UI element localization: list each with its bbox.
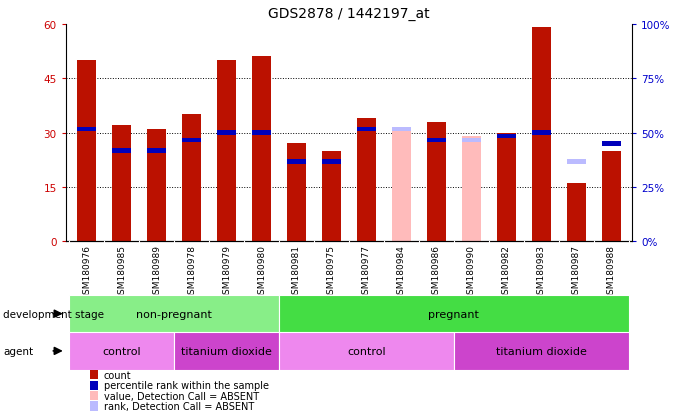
Text: control: control xyxy=(102,346,141,356)
Bar xyxy=(217,131,236,135)
Bar xyxy=(287,160,306,164)
Bar xyxy=(147,130,167,242)
Text: GSM180976: GSM180976 xyxy=(82,244,91,299)
Text: GSM180979: GSM180979 xyxy=(222,244,231,299)
Text: pregnant: pregnant xyxy=(428,309,480,319)
Bar xyxy=(357,128,376,132)
Bar xyxy=(567,184,586,242)
Text: value, Detection Call = ABSENT: value, Detection Call = ABSENT xyxy=(104,391,258,401)
Bar xyxy=(287,144,306,242)
Bar xyxy=(531,28,551,242)
Title: GDS2878 / 1442197_at: GDS2878 / 1442197_at xyxy=(268,7,430,21)
Text: titanium dioxide: titanium dioxide xyxy=(496,346,587,356)
Bar xyxy=(69,295,279,332)
Bar xyxy=(252,57,271,242)
Text: GSM180984: GSM180984 xyxy=(397,244,406,299)
Bar xyxy=(462,138,481,142)
Bar xyxy=(462,137,481,242)
Text: agent: agent xyxy=(3,346,34,356)
Bar xyxy=(357,119,376,242)
Bar xyxy=(279,295,629,332)
Text: non-pregnant: non-pregnant xyxy=(136,309,212,319)
Bar xyxy=(392,128,411,132)
Bar xyxy=(497,133,516,242)
Text: GSM180988: GSM180988 xyxy=(607,244,616,299)
Bar xyxy=(322,151,341,242)
Bar xyxy=(567,160,586,164)
Bar xyxy=(112,126,131,242)
Bar xyxy=(112,149,131,154)
Text: GSM180987: GSM180987 xyxy=(572,244,581,299)
Bar xyxy=(279,332,454,370)
Bar xyxy=(182,115,201,242)
Text: GSM180986: GSM180986 xyxy=(432,244,441,299)
Bar xyxy=(497,135,516,139)
Text: GSM180981: GSM180981 xyxy=(292,244,301,299)
Text: GSM180983: GSM180983 xyxy=(537,244,546,299)
Text: GSM180977: GSM180977 xyxy=(362,244,371,299)
Bar xyxy=(69,332,174,370)
Bar xyxy=(174,332,279,370)
Bar xyxy=(454,332,629,370)
Text: percentile rank within the sample: percentile rank within the sample xyxy=(104,380,269,390)
Bar xyxy=(427,138,446,142)
Text: GSM180982: GSM180982 xyxy=(502,244,511,299)
Bar xyxy=(427,122,446,242)
Text: development stage: development stage xyxy=(3,309,104,319)
Text: GSM180980: GSM180980 xyxy=(257,244,266,299)
Text: GSM180978: GSM180978 xyxy=(187,244,196,299)
Bar xyxy=(602,151,621,242)
Bar xyxy=(392,130,411,242)
Text: GSM180975: GSM180975 xyxy=(327,244,336,299)
Bar xyxy=(217,61,236,242)
Text: count: count xyxy=(104,370,131,380)
Bar xyxy=(147,149,167,154)
Text: GSM180990: GSM180990 xyxy=(467,244,476,299)
Bar xyxy=(322,160,341,164)
Text: GSM180989: GSM180989 xyxy=(152,244,161,299)
Bar xyxy=(602,142,621,146)
Bar xyxy=(531,131,551,135)
Bar xyxy=(252,131,271,135)
Bar xyxy=(77,128,96,132)
Text: control: control xyxy=(347,346,386,356)
Bar xyxy=(77,61,96,242)
Bar xyxy=(182,138,201,142)
Text: GSM180985: GSM180985 xyxy=(117,244,126,299)
Text: titanium dioxide: titanium dioxide xyxy=(181,346,272,356)
Text: rank, Detection Call = ABSENT: rank, Detection Call = ABSENT xyxy=(104,401,254,411)
